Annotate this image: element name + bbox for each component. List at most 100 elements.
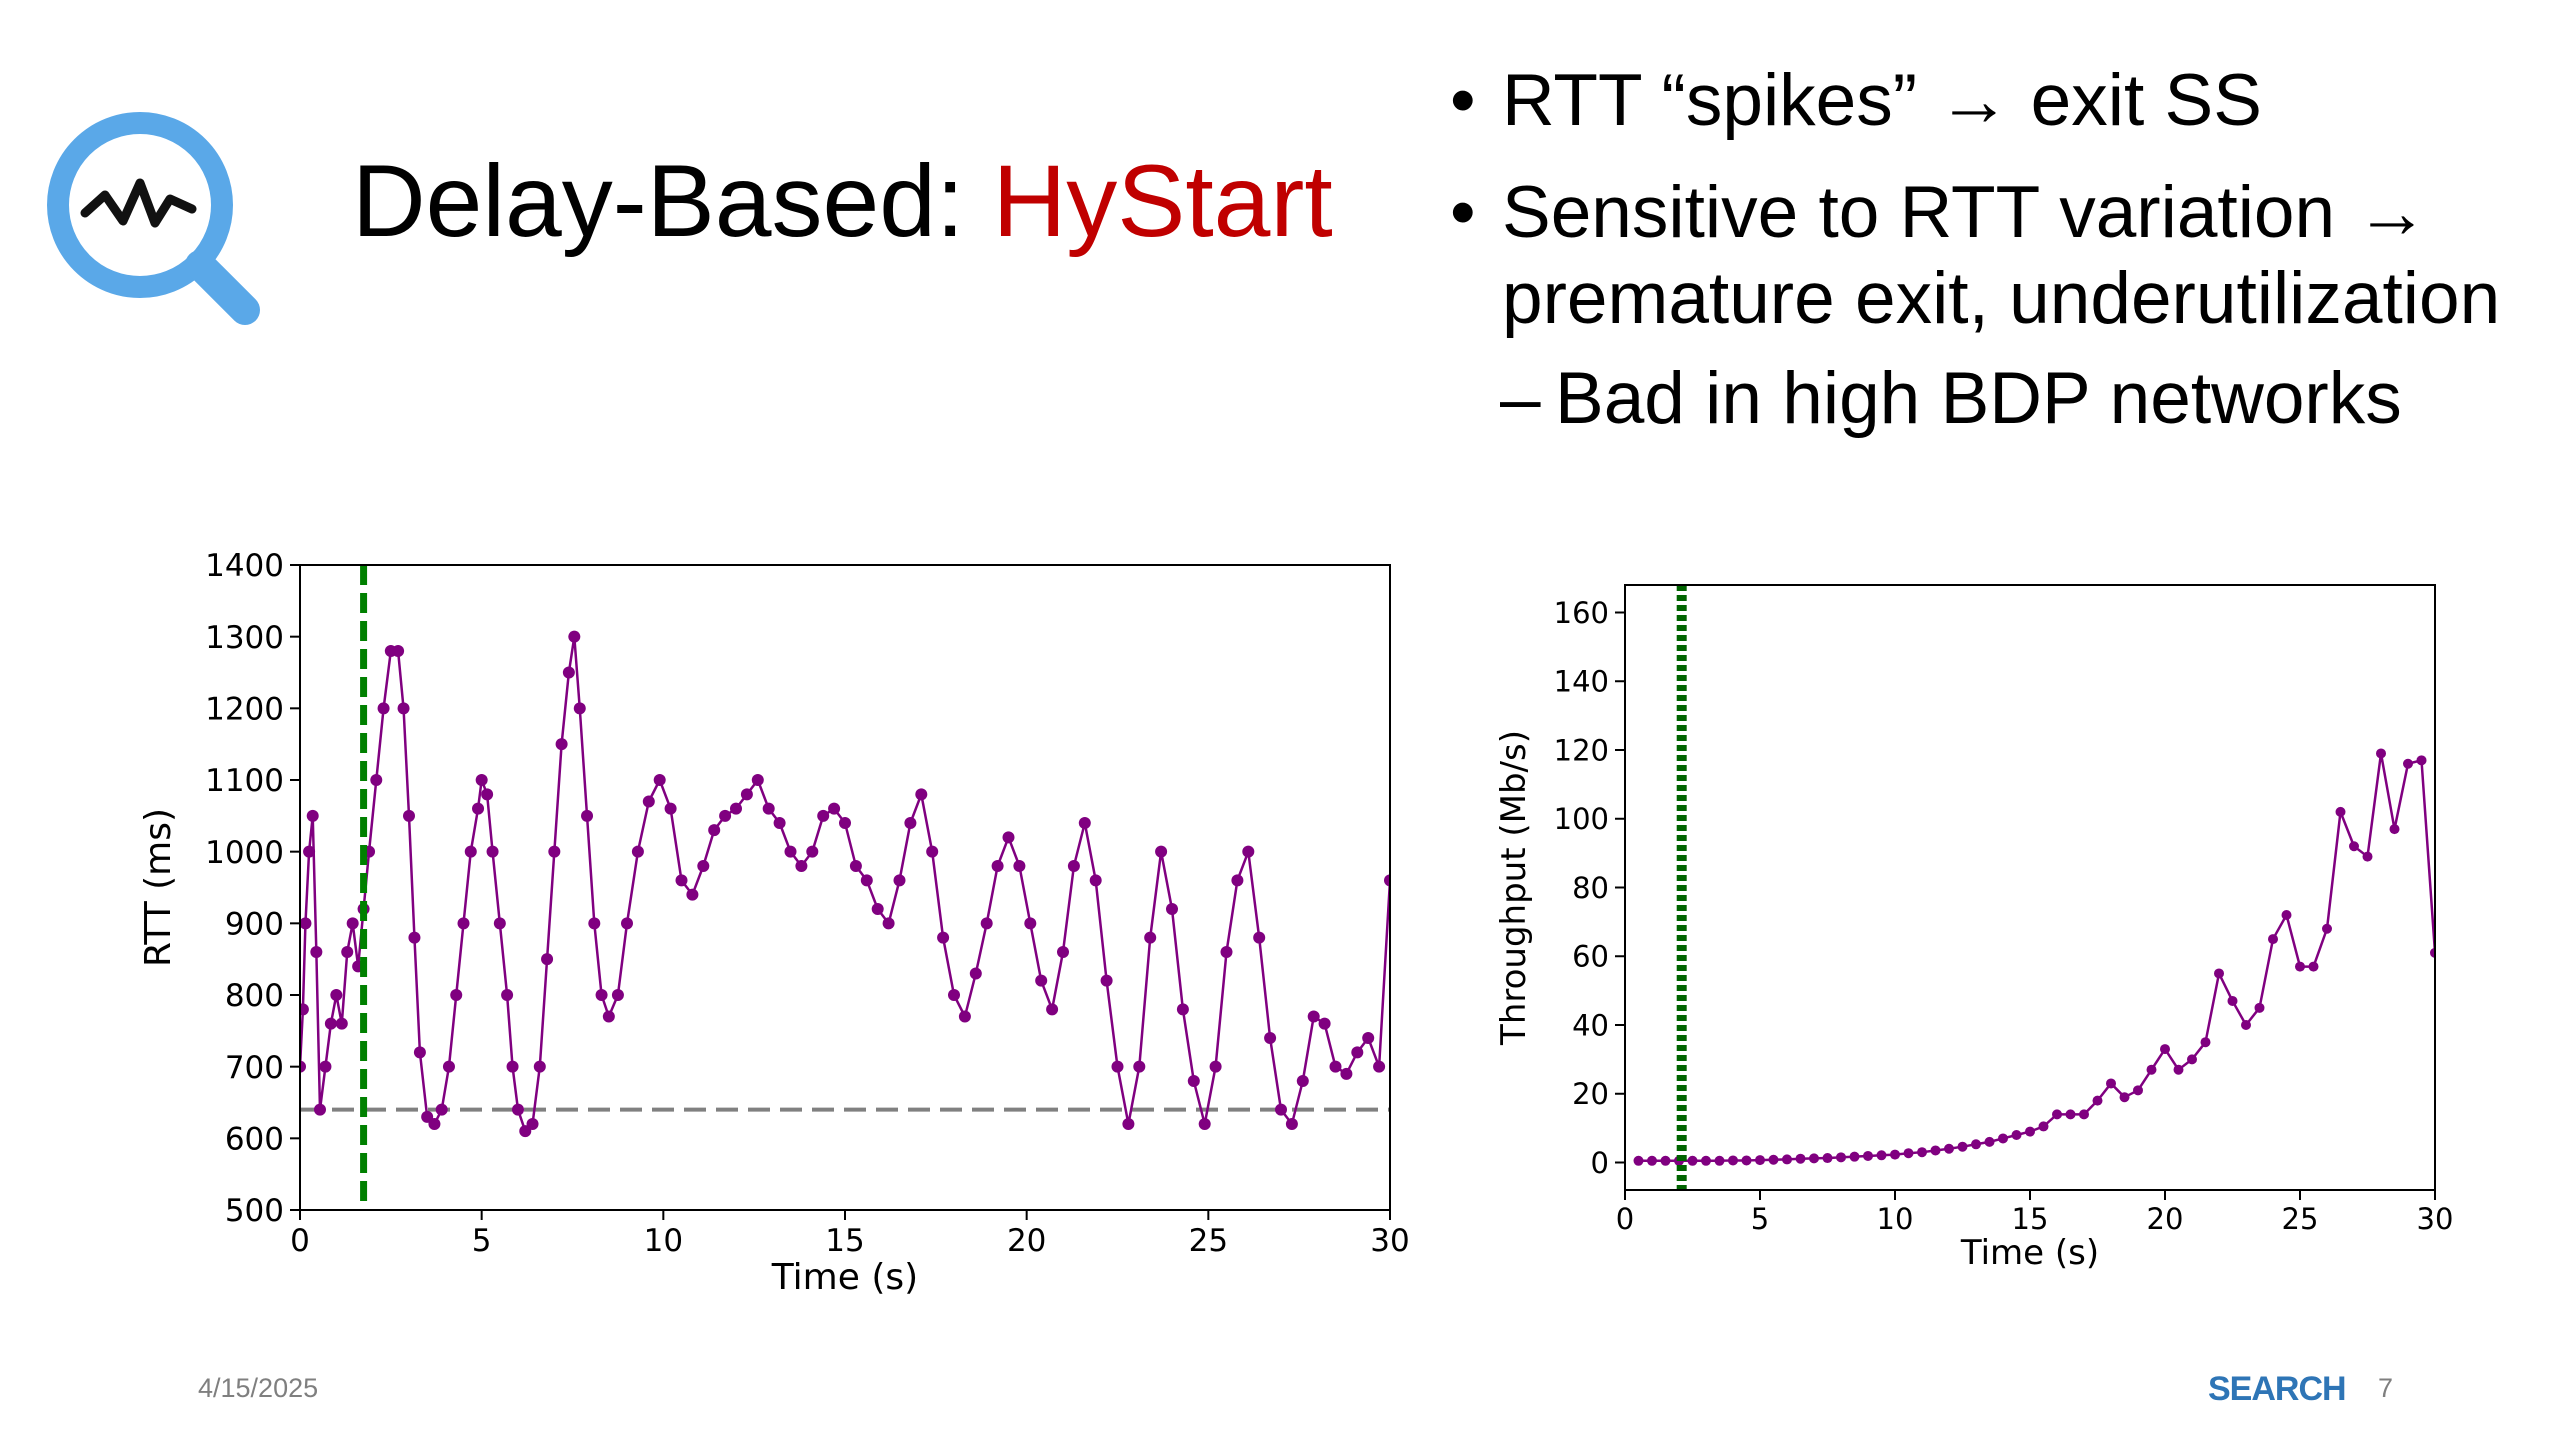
data-point: [1340, 1067, 1353, 1080]
data-point: [512, 1103, 524, 1116]
y-tick-label: 800: [225, 978, 284, 1014]
data-point: [1046, 1003, 1059, 1016]
y-tick-label: 60: [1572, 940, 1609, 974]
data-point: [324, 1017, 337, 1030]
y-tick-label: 100: [1554, 802, 1609, 836]
data-point: [450, 989, 463, 1001]
page-number: 7: [2378, 1373, 2394, 1403]
data-point: [1903, 1148, 1914, 1159]
data-point: [2106, 1078, 2116, 1089]
x-tick-label: 25: [1189, 1223, 1228, 1259]
data-point: [980, 917, 993, 930]
bullet-list: • RTT “spikes” → exit SS • Sensitive to …: [1450, 58, 2540, 442]
data-point: [1876, 1150, 1887, 1161]
data-point: [435, 1103, 448, 1116]
data-point: [442, 1060, 455, 1073]
data-point: [1002, 831, 1015, 844]
data-point: [937, 931, 950, 944]
y-tick-label: 1100: [205, 763, 284, 799]
bullet-text: Sensitive to RTT variation → premature e…: [1502, 172, 2501, 339]
x-axis-label: Time (s): [771, 1257, 918, 1298]
data-point: [2254, 1002, 2265, 1013]
data-point: [1660, 1155, 1671, 1166]
data-point: [915, 788, 928, 801]
data-point: [1144, 931, 1157, 944]
sub-bullet-item: – Bad in high BDP networks: [1450, 356, 2540, 442]
data-point: [611, 989, 624, 1001]
data-point: [475, 774, 488, 786]
x-tick-label: 15: [2012, 1202, 2049, 1236]
data-point: [948, 989, 960, 1001]
data-point: [2322, 923, 2332, 934]
x-tick-label: 10: [1877, 1202, 1914, 1236]
data-point: [1384, 874, 1390, 887]
data-point: [1373, 1060, 1386, 1073]
data-point: [2200, 1037, 2211, 1048]
bullet-dot-icon: •: [1450, 172, 1476, 253]
data-point: [526, 1118, 539, 1130]
throughput-chart: 0 5 10 15 20 25 30 0 20 40 60 80 100 120 140 160 Time (s…: [1494, 584, 2453, 1273]
data-point: [1307, 1010, 1320, 1023]
data-point: [2052, 1109, 2062, 1120]
data-point: [581, 809, 594, 822]
x-tick-label: 0: [1616, 1202, 1634, 1236]
bullet-item: • RTT “spikes” → exit SS: [1450, 58, 2540, 144]
data-point: [1768, 1154, 1779, 1165]
data-point: [719, 809, 732, 822]
data-point: [642, 795, 655, 808]
data-point: [1809, 1153, 1819, 1164]
data-point: [588, 917, 601, 930]
data-point: [1944, 1143, 1954, 1154]
plot-frame: [299, 564, 1391, 1211]
data-point: [1687, 1155, 1698, 1166]
data-point: [548, 845, 561, 858]
data-point: [2349, 841, 2359, 852]
data-point: [1318, 1017, 1331, 1030]
data-point: [1264, 1032, 1277, 1044]
data-point: [2038, 1121, 2049, 1132]
data-point: [464, 845, 477, 858]
data-point: [370, 774, 383, 786]
y-tick-label: 80: [1572, 871, 1609, 905]
y-tick-label: 1200: [205, 691, 284, 727]
data-point: [806, 845, 819, 858]
data-point: [1133, 1060, 1146, 1073]
data-point: [1782, 1154, 1792, 1165]
data-point: [675, 874, 688, 887]
data-point: [1089, 874, 1102, 887]
data-point: [2227, 995, 2238, 1006]
data-point: [1971, 1139, 1981, 1150]
data-point: [1917, 1147, 1927, 1158]
x-tick-label: 25: [2282, 1202, 2319, 1236]
data-point: [1714, 1155, 1725, 1166]
x-tick-label: 10: [644, 1223, 683, 1259]
footer-date: 4/15/2025: [198, 1373, 319, 1403]
data-point: [300, 1060, 306, 1073]
data-point: [2281, 910, 2292, 920]
data-point: [849, 860, 862, 872]
data-point: [1242, 845, 1255, 858]
data-point: [2430, 947, 2435, 958]
data-point: [486, 845, 499, 858]
sub-bullet-text: Bad in high BDP networks: [1555, 358, 2402, 439]
data-point: [2268, 934, 2278, 945]
data-point: [1998, 1133, 2008, 1144]
data-point: [1836, 1152, 1846, 1163]
bullet-text: RTT “spikes” → exit SS: [1502, 60, 2262, 141]
data-point: [555, 738, 568, 751]
data-point: [1890, 1149, 1900, 1160]
data-point: [1166, 903, 1178, 915]
x-axis-label: Time (s): [1960, 1233, 2099, 1273]
data-point: [784, 845, 797, 858]
y-tick-label: 500: [225, 1193, 284, 1229]
data-point: [828, 802, 841, 815]
data-point: [958, 1010, 971, 1023]
data-point: [2133, 1085, 2143, 1096]
data-point: [653, 774, 666, 786]
data-point: [1285, 1118, 1298, 1130]
data-point: [595, 989, 608, 1001]
data-point: [1111, 1060, 1124, 1073]
data-point: [1078, 817, 1091, 829]
data-point: [2403, 758, 2413, 769]
data-point: [762, 802, 775, 815]
